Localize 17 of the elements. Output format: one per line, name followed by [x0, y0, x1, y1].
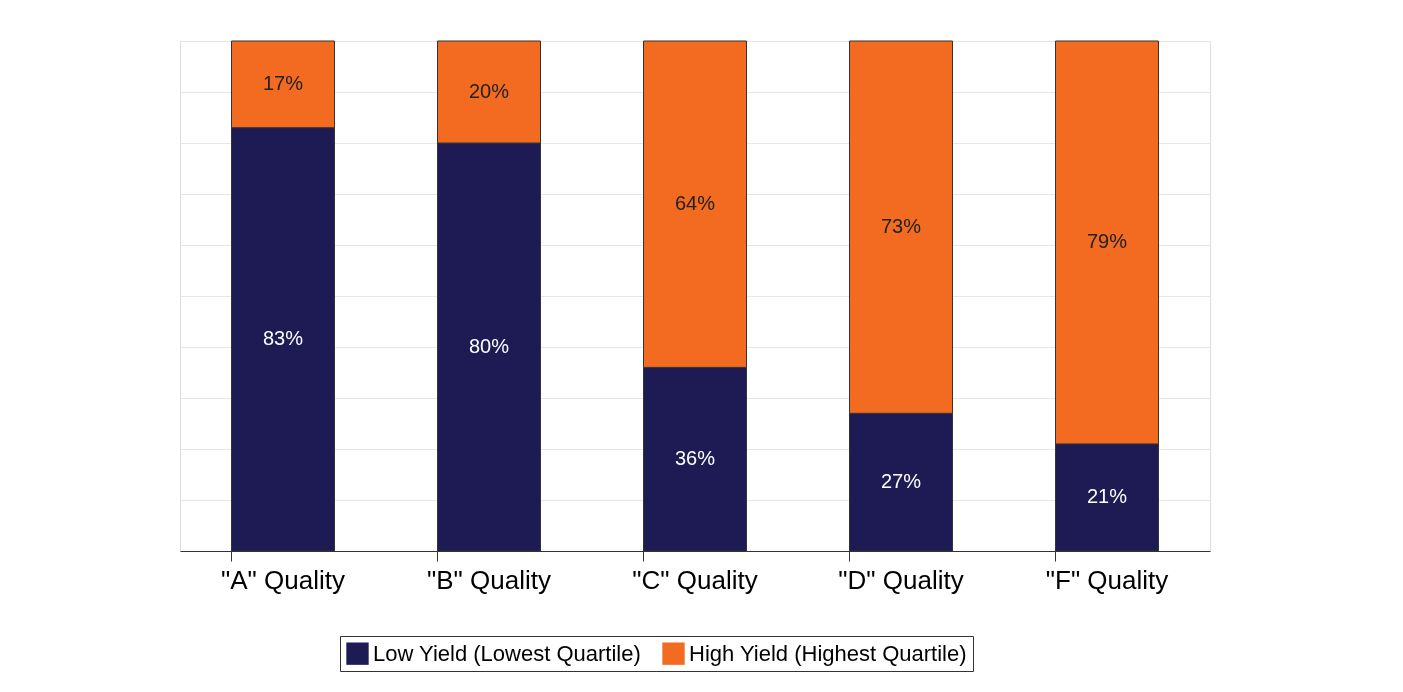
data-label: 17%: [262, 72, 304, 95]
data-label: 20%: [468, 80, 510, 102]
data-label: 73%: [880, 215, 922, 238]
data-label: 21%: [1086, 485, 1128, 508]
legend-label: Low Yield (Lowest Quartile): [373, 640, 641, 666]
data-label: 79%: [1086, 230, 1128, 253]
data-label: 80%: [468, 335, 510, 357]
x-tick-label: "F" Quality: [1045, 564, 1169, 595]
x-tick-label: "B" Quality: [427, 564, 551, 595]
data-label: 36%: [674, 447, 716, 470]
data-label: 27%: [880, 470, 922, 493]
legend-label: High Yield (Highest Quartile): [689, 640, 967, 666]
data-label: 83%: [262, 327, 304, 350]
data-label: 64%: [674, 192, 716, 215]
x-tick-label: "D" Quality: [838, 564, 964, 595]
x-tick-label: "A" Quality: [221, 564, 345, 595]
x-tick-label: "C" Quality: [632, 564, 758, 595]
